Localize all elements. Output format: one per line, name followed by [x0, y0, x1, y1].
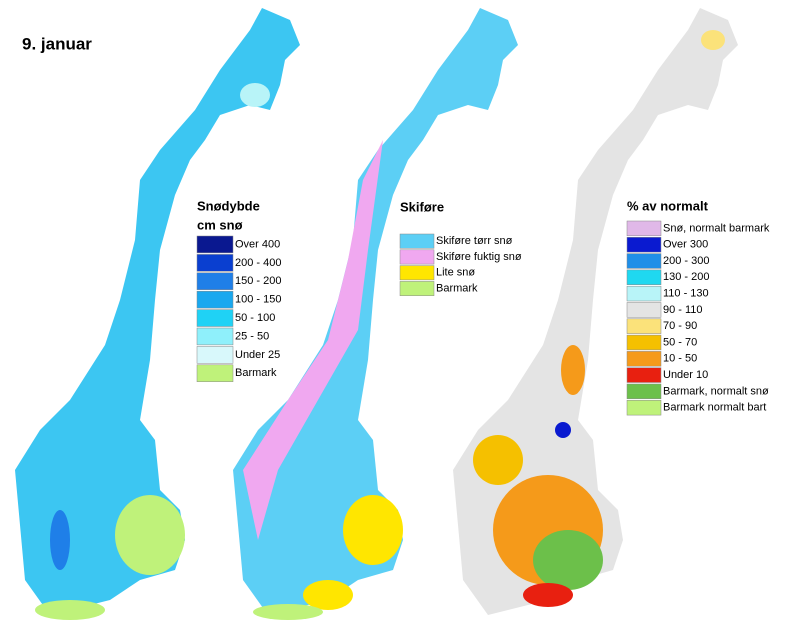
legend-label: 150 - 200	[235, 275, 281, 287]
legend-label: Snø, normalt barmark	[663, 222, 770, 234]
legend-label: 70 - 90	[663, 320, 697, 332]
legend-swatch	[399, 249, 435, 265]
legend-subtitle: cm snø	[197, 217, 243, 232]
legend-swatch	[626, 400, 662, 416]
legend-title: % av normalt	[627, 198, 709, 213]
legend-label: Barmark	[235, 367, 277, 379]
map-ski-conditions	[233, 8, 518, 620]
legend-label: 10 - 50	[663, 353, 697, 365]
legend-label: Under 10	[663, 369, 708, 381]
legend-label: Over 400	[235, 238, 280, 250]
legend-swatch	[626, 220, 662, 237]
legend-swatch	[196, 346, 234, 364]
legend-label: 50 - 100	[235, 312, 275, 324]
legend-swatch	[399, 265, 435, 281]
legend-swatch	[196, 309, 234, 327]
legend-swatch	[399, 233, 435, 249]
legend-label: 200 - 400	[235, 257, 281, 269]
legend-label: 90 - 110	[663, 304, 703, 316]
legend-swatch	[196, 290, 234, 309]
legend-swatch	[196, 235, 234, 254]
legend-swatch	[196, 272, 234, 290]
legend-label: Barmark normalt bart	[663, 402, 766, 414]
legend-label: Barmark	[436, 282, 478, 294]
legend-swatch	[626, 334, 662, 351]
date-title: 9. januar	[22, 34, 92, 53]
legend-swatch	[626, 285, 662, 302]
legend-label: Skiføre tørr snø	[436, 235, 513, 247]
legend-swatch	[626, 367, 662, 383]
legend-swatch	[626, 351, 662, 367]
map-snow-depth	[15, 8, 300, 620]
legend-swatch	[626, 318, 662, 334]
map-percent-normal	[453, 8, 738, 615]
legend-label: 200 - 300	[663, 255, 709, 267]
legend-label: 50 - 70	[663, 336, 697, 348]
legend-label: Over 300	[663, 239, 708, 251]
legend-swatch	[626, 237, 662, 253]
legend-label: 100 - 150	[235, 294, 281, 306]
legends: Snødybde cm snø Over 400 200 - 400 150 - 200…	[196, 198, 770, 416]
legend-title: Snødybde	[197, 198, 260, 213]
legend-label: 110 - 130	[663, 288, 709, 300]
legend-label: 130 - 200	[663, 271, 709, 283]
legend-swatch	[626, 383, 662, 400]
legend-label: Lite snø	[436, 267, 475, 279]
legend-swatch	[196, 364, 234, 382]
legend-swatch	[196, 327, 234, 346]
legend-swatch	[626, 253, 662, 269]
legend-swatch	[196, 254, 234, 272]
legend-swatch	[626, 269, 662, 285]
legend-label: Skiføre fuktig snø	[436, 251, 522, 263]
legend-label: Under 25	[235, 349, 280, 361]
legend-swatch	[399, 281, 435, 296]
legend-label: 25 - 50	[235, 330, 269, 342]
legend-label: Barmark, normalt snø	[663, 385, 769, 397]
legend-title: Skiføre	[400, 199, 444, 214]
legend-swatch	[626, 302, 662, 318]
